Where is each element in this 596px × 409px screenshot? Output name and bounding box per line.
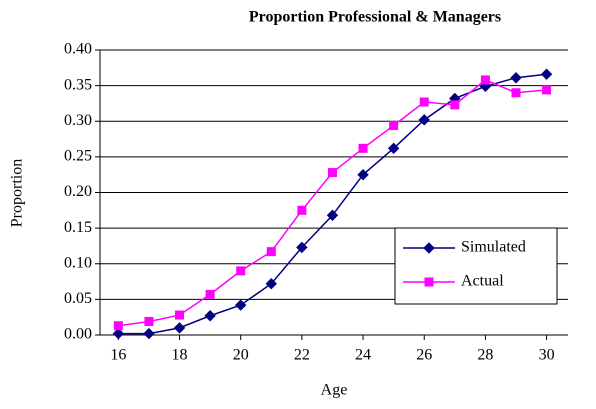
marker <box>204 310 216 322</box>
legend-label: Actual <box>461 273 504 290</box>
y-tick-label: 0.20 <box>64 183 92 200</box>
legend-label: Simulated <box>461 239 526 256</box>
marker <box>418 114 430 126</box>
marker <box>112 327 125 340</box>
x-tick-label: 26 <box>416 347 432 364</box>
legend-box <box>394 227 558 305</box>
x-axis-label: Age <box>321 382 348 399</box>
marker <box>387 142 400 155</box>
y-tick-label: 0.25 <box>64 148 92 165</box>
marker <box>297 205 307 215</box>
marker <box>173 322 186 334</box>
marker <box>424 277 434 287</box>
chart-title: Proportion Professional & Managers <box>249 9 501 26</box>
marker <box>510 72 522 84</box>
marker <box>326 209 339 222</box>
marker <box>175 310 185 320</box>
y-tick-label: 0.30 <box>64 112 92 129</box>
marker <box>205 289 215 299</box>
x-tick-label: 20 <box>233 347 249 364</box>
legend: Simulated Actual <box>394 227 558 305</box>
marker <box>144 316 154 326</box>
y-tick-label: 0.00 <box>64 326 92 343</box>
x-tick-label: 30 <box>539 347 555 364</box>
marker <box>266 247 276 257</box>
x-tick-label: 16 <box>110 347 126 364</box>
marker <box>327 168 337 178</box>
x-tick-label: 28 <box>477 347 493 364</box>
marker <box>357 168 369 181</box>
marker <box>423 242 435 254</box>
marker <box>389 121 399 131</box>
marker <box>296 241 308 254</box>
marker <box>542 85 552 95</box>
marker <box>540 68 553 80</box>
y-tick-label: 0.40 <box>64 41 92 58</box>
marker <box>113 321 123 331</box>
y-tick-label: 0.35 <box>64 76 92 93</box>
marker <box>480 75 490 85</box>
marker <box>358 143 368 153</box>
marker <box>143 327 155 340</box>
y-tick-label: 0.10 <box>64 254 92 271</box>
y-axis-label: Proportion <box>9 159 26 227</box>
x-tick-label: 18 <box>172 347 188 364</box>
y-tick-label: 0.05 <box>64 290 92 307</box>
marker <box>236 266 246 276</box>
x-tick-label: 24 <box>355 347 371 364</box>
marker <box>511 88 521 98</box>
x-tick-label: 22 <box>294 347 310 364</box>
marker <box>419 97 429 107</box>
marker <box>234 299 247 311</box>
marker <box>450 100 460 110</box>
y-tick-label: 0.15 <box>64 219 92 236</box>
marker <box>265 277 278 290</box>
